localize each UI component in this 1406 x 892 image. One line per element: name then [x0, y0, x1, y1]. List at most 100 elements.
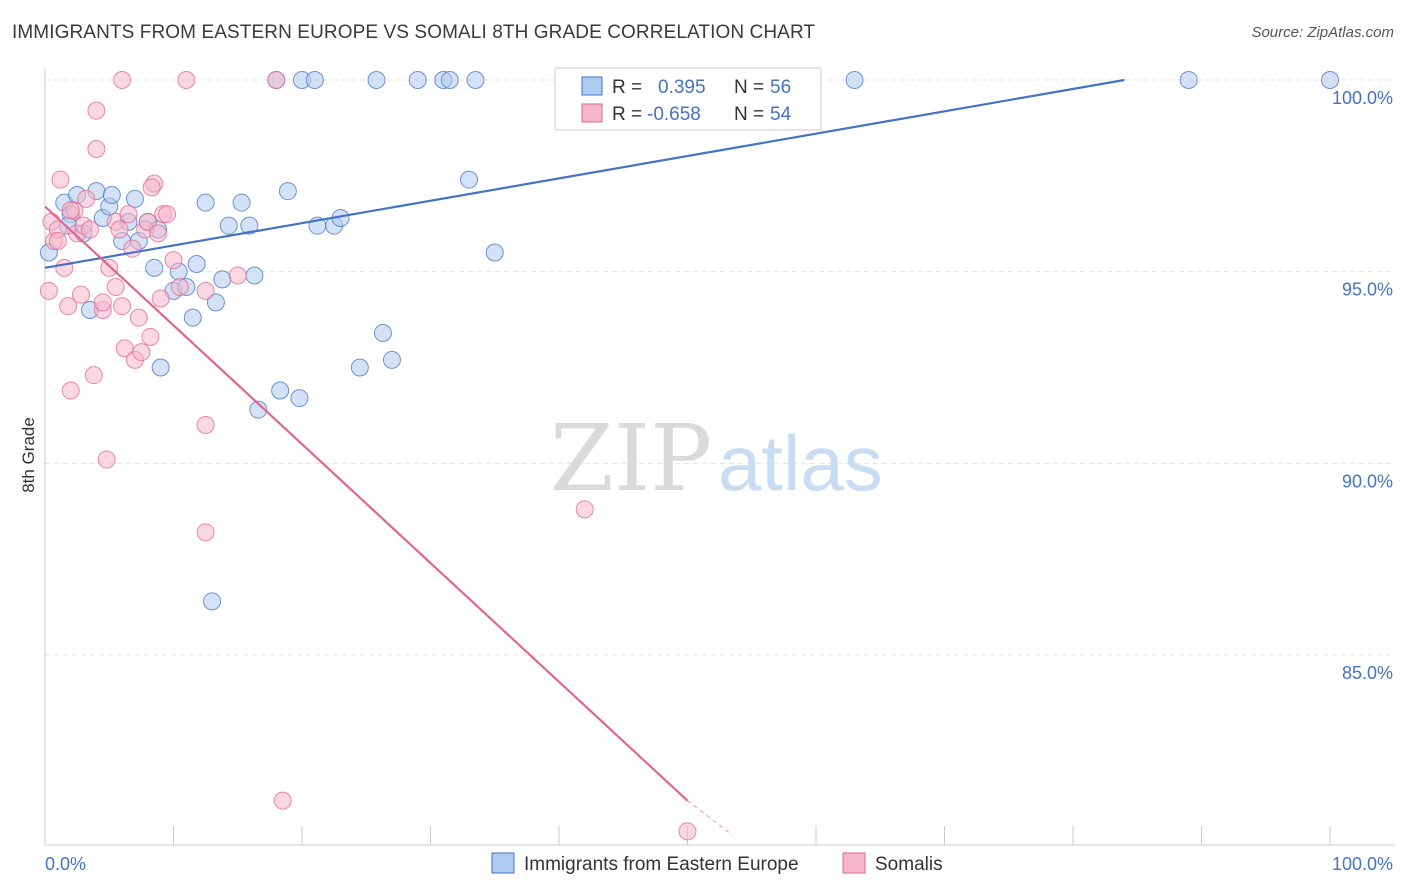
point-somali — [71, 285, 90, 304]
point-eastern-europe — [102, 186, 121, 204]
point-somali — [142, 178, 161, 197]
watermark: ZIP atlas — [550, 405, 883, 512]
point-somali — [110, 220, 129, 239]
legend-r-value-blue: 0.395 — [658, 77, 706, 98]
x-tick-label-min: 0.0% — [45, 854, 86, 874]
point-eastern-europe — [1179, 71, 1198, 89]
point-eastern-europe — [408, 71, 427, 89]
correlation-legend: R = 0.395 N = 56 R = -0.658 N = 54 — [554, 67, 822, 131]
point-eastern-europe — [151, 358, 170, 377]
point-somali — [97, 450, 116, 469]
point-eastern-europe — [485, 243, 504, 262]
trend-layer — [44, 78, 1125, 836]
trendline-somali — [44, 205, 689, 802]
y-tick-label: 85.0% — [1342, 663, 1393, 683]
y-tick-label: 95.0% — [1342, 280, 1393, 300]
point-somali — [84, 366, 103, 385]
point-somali — [151, 289, 170, 308]
point-somali — [87, 101, 106, 120]
point-eastern-europe — [373, 324, 392, 342]
point-somali — [39, 281, 58, 300]
point-eastern-europe — [219, 216, 238, 235]
axis-layer: 0.0% 100.0% — [44, 68, 1395, 874]
point-eastern-europe — [183, 308, 202, 327]
point-somali — [48, 232, 67, 250]
point-somali — [267, 71, 286, 89]
point-somali — [177, 71, 196, 89]
series-legend-swatch-pink — [842, 852, 866, 874]
point-somali — [196, 281, 215, 300]
y-axis-title: 8th Grade — [19, 417, 38, 493]
trendline-eastern-europe — [44, 78, 1125, 269]
point-somali — [115, 339, 134, 358]
point-somali — [132, 343, 151, 362]
point-eastern-europe — [460, 170, 479, 189]
point-somali — [61, 201, 80, 220]
point-eastern-europe — [249, 400, 268, 419]
point-somali — [77, 189, 96, 208]
grid-layer: 100.0% 95.0% 90.0% 85.0% — [45, 79, 1395, 683]
legend-n-label-blue: N = — [734, 77, 764, 98]
point-somali — [59, 297, 78, 316]
point-eastern-europe — [845, 71, 864, 89]
point-somali — [575, 500, 594, 519]
legend-n-value-pink: 54 — [770, 104, 792, 125]
point-somali — [106, 278, 125, 296]
x-tick-label-max: 100.0% — [1332, 854, 1393, 874]
point-eastern-europe — [350, 358, 369, 377]
point-eastern-europe — [245, 266, 264, 285]
point-eastern-europe — [1321, 71, 1339, 89]
point-eastern-europe — [367, 71, 386, 89]
point-somali — [51, 170, 70, 189]
point-somali — [141, 327, 160, 346]
y-tick-label: 100.0% — [1332, 88, 1393, 108]
watermark-atlas: atlas — [718, 419, 883, 507]
point-eastern-europe — [271, 381, 290, 400]
series-legend-label-blue: Immigrants from Eastern Europe — [524, 854, 799, 875]
series-legend: Immigrants from Eastern Europe Somalis — [491, 852, 943, 875]
point-eastern-europe — [145, 258, 164, 277]
point-somali — [80, 220, 99, 239]
point-somali — [678, 822, 697, 841]
series-legend-label-pink: Somalis — [875, 854, 943, 875]
point-eastern-europe — [290, 389, 309, 408]
chart-source: Source: ZipAtlas.com — [1251, 24, 1394, 41]
point-eastern-europe — [203, 592, 222, 611]
point-somali — [129, 308, 148, 327]
point-somali — [149, 224, 168, 243]
legend-r-label-blue: R = — [612, 77, 642, 98]
point-somali — [196, 523, 215, 542]
point-somali — [55, 258, 74, 277]
legend-r-value-pink: -0.658 — [647, 104, 701, 125]
point-somali — [113, 71, 132, 89]
point-somali — [170, 278, 189, 296]
point-somali — [61, 381, 80, 400]
point-eastern-europe — [240, 216, 259, 235]
point-eastern-europe — [278, 182, 297, 201]
point-somali — [87, 140, 106, 158]
point-eastern-europe — [213, 270, 232, 289]
point-somali — [119, 205, 138, 224]
point-eastern-europe — [196, 193, 215, 212]
point-eastern-europe — [232, 193, 251, 212]
point-somali — [196, 416, 215, 434]
chart-title: IMMIGRANTS FROM EASTERN EUROPE VS SOMALI… — [12, 22, 816, 43]
point-somali — [138, 212, 157, 231]
point-eastern-europe — [305, 71, 324, 89]
legend-n-label-pink: N = — [734, 104, 764, 125]
legend-n-value-blue: 56 — [770, 77, 791, 98]
point-somali — [93, 293, 112, 312]
point-somali — [273, 791, 292, 810]
point-eastern-europe — [440, 71, 459, 89]
point-eastern-europe — [187, 255, 206, 273]
point-somali — [228, 266, 247, 285]
series-legend-swatch-blue — [491, 852, 515, 874]
legend-swatch-blue — [581, 76, 603, 96]
point-eastern-europe — [466, 71, 485, 89]
point-eastern-europe — [206, 293, 225, 312]
trendline-somali-extension — [687, 800, 733, 836]
point-somali — [100, 258, 119, 277]
point-eastern-europe — [382, 350, 401, 369]
point-somali — [158, 205, 177, 224]
